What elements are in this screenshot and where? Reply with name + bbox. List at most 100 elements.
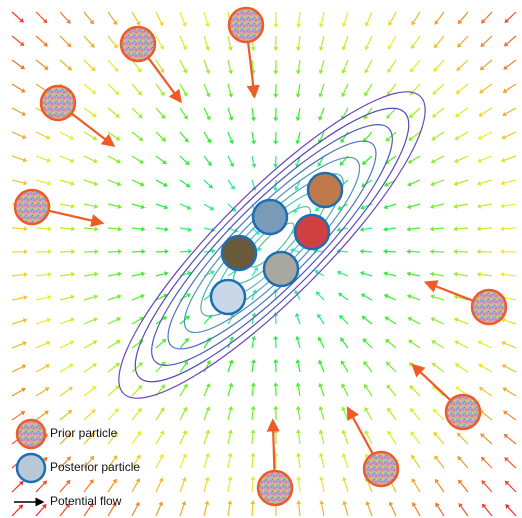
flow-arrow bbox=[179, 227, 189, 231]
flow-arrow-head bbox=[113, 43, 118, 49]
flow-arrow bbox=[179, 504, 185, 517]
flow-arrow-head bbox=[458, 479, 463, 485]
posterior-particle bbox=[209, 278, 247, 316]
flow-arrow-head bbox=[45, 134, 51, 140]
flow-arrow-head bbox=[383, 204, 388, 210]
flow-arrow-head bbox=[296, 500, 302, 505]
flow-arrow bbox=[483, 482, 493, 493]
flow-arrow-head bbox=[364, 453, 370, 459]
flow-arrow bbox=[435, 434, 445, 445]
flow-arrow-head bbox=[91, 409, 96, 414]
flow-arrow-head bbox=[253, 266, 258, 272]
flow-arrow-head bbox=[227, 46, 233, 52]
flow-arrow-head bbox=[89, 19, 95, 25]
flow-arrow-head bbox=[429, 226, 434, 232]
flow-arrow-head bbox=[164, 248, 169, 254]
flow-arrow bbox=[457, 365, 469, 373]
flow-arrow-head bbox=[387, 45, 393, 50]
flow-arrow-head bbox=[93, 294, 99, 300]
flow-arrow bbox=[203, 227, 212, 231]
flow-arrow bbox=[363, 227, 373, 231]
flow-arrow bbox=[35, 155, 48, 161]
flow-arrow bbox=[460, 505, 469, 517]
flow-arrow-head bbox=[340, 360, 346, 365]
flow-arrow-head bbox=[67, 66, 73, 71]
flow-arrow bbox=[11, 227, 25, 230]
flow-arrow-head bbox=[23, 295, 28, 300]
flow-arrow-head bbox=[231, 207, 237, 212]
flow-arrow bbox=[483, 506, 493, 517]
flow-arrow-head bbox=[481, 503, 487, 509]
flow-arrow bbox=[83, 59, 93, 69]
flow-arrow bbox=[387, 155, 397, 163]
flow-arrow-head bbox=[295, 70, 301, 75]
flow-arrow-head bbox=[115, 113, 120, 118]
flow-arrow bbox=[320, 433, 325, 445]
posterior-particle bbox=[220, 234, 258, 272]
flow-arrow bbox=[155, 250, 165, 253]
flow-arrow bbox=[504, 179, 517, 184]
flow-arrow bbox=[155, 480, 162, 493]
flow-arrow-head bbox=[65, 479, 71, 485]
flow-arrow bbox=[11, 389, 23, 397]
flow-arrow-head bbox=[91, 385, 97, 391]
flow-arrow-head bbox=[163, 293, 168, 299]
flow-arrow bbox=[131, 387, 141, 397]
flow-arrow-head bbox=[339, 161, 345, 166]
flow-arrow bbox=[83, 107, 94, 116]
flow-arrow bbox=[155, 410, 163, 421]
flow-arrow bbox=[155, 457, 163, 469]
flow-arrow-head bbox=[336, 227, 341, 233]
flow-arrow bbox=[480, 203, 493, 207]
flow-arrow bbox=[227, 83, 232, 94]
flow-arrow bbox=[179, 386, 186, 397]
flow-arrow bbox=[410, 155, 421, 162]
flow-arrow-head bbox=[112, 478, 117, 484]
flow-arrow-head bbox=[68, 386, 74, 392]
flow-arrow bbox=[366, 11, 373, 24]
flow-arrow bbox=[363, 272, 373, 277]
flow-arrow-head bbox=[117, 204, 122, 209]
flow-arrow-head bbox=[23, 180, 28, 186]
flow-arrow-head bbox=[359, 226, 365, 232]
flow-arrow bbox=[203, 59, 209, 71]
flow-arrow-head bbox=[386, 384, 392, 390]
flow-arrow bbox=[131, 410, 140, 421]
flow-arrow-head bbox=[342, 500, 348, 506]
flow-arrow bbox=[363, 295, 373, 301]
flow-arrow bbox=[155, 433, 163, 445]
flow-arrow bbox=[251, 386, 254, 397]
flow-arrow bbox=[35, 83, 47, 92]
posterior-particle bbox=[306, 171, 344, 209]
flow-arrow bbox=[297, 456, 301, 469]
flow-arrow-head bbox=[67, 433, 72, 438]
flow-arrow bbox=[251, 456, 254, 469]
flow-arrow-head bbox=[250, 476, 256, 481]
flow-arrow bbox=[364, 155, 373, 163]
flow-arrow-head bbox=[116, 294, 122, 300]
flow-arrow-head bbox=[250, 117, 256, 122]
flow-arrow bbox=[107, 410, 117, 421]
flow-arrow-head bbox=[137, 90, 143, 96]
flow-arrow-head bbox=[66, 42, 72, 48]
flow-arrow-head bbox=[453, 226, 458, 232]
flow-arrow bbox=[434, 131, 445, 139]
flow-arrow bbox=[227, 504, 231, 517]
flow-arrow-head bbox=[141, 249, 146, 255]
flow-arrow bbox=[155, 107, 164, 117]
flow-arrow-head bbox=[211, 248, 216, 254]
flow-arrow bbox=[35, 319, 48, 325]
flow-arrow bbox=[457, 342, 469, 349]
flow-arrow bbox=[459, 35, 469, 46]
flow-arrow-head bbox=[159, 45, 164, 50]
flow-arrow-head bbox=[181, 500, 187, 506]
flow-arrow-head bbox=[159, 68, 165, 74]
flow-arrow-head bbox=[136, 20, 141, 26]
flow-arrow bbox=[227, 362, 232, 373]
flow-arrow-head bbox=[429, 249, 434, 255]
flow-arrow-head bbox=[318, 23, 324, 28]
prior-flow-arrow bbox=[147, 57, 182, 104]
flow-arrow bbox=[387, 318, 397, 325]
flow-arrow-head bbox=[251, 312, 257, 317]
flow-arrow bbox=[413, 11, 421, 23]
